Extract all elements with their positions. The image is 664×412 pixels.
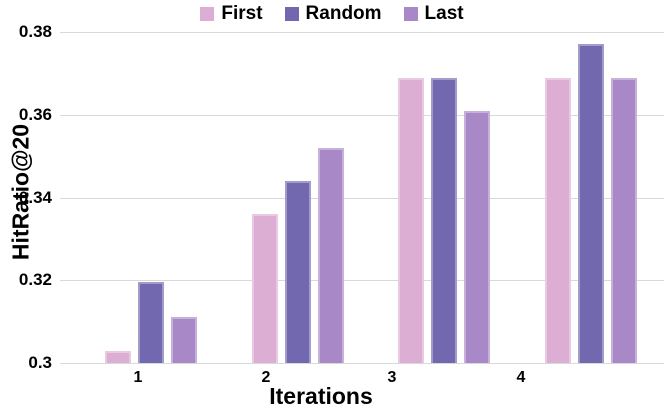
- x-tick-label: 3: [387, 369, 397, 386]
- x-tick-label: 1: [133, 369, 143, 386]
- x-tick-label: 2: [261, 369, 271, 386]
- bar-random-2: [285, 180, 311, 363]
- bar-last-4: [611, 77, 637, 363]
- legend: First Random Last: [0, 3, 664, 25]
- gridline: [60, 363, 664, 364]
- y-tick-label: 0.36: [18, 104, 52, 124]
- gridline: [60, 197, 664, 199]
- bar-first-2: [252, 214, 278, 363]
- legend-item-random: Random: [284, 3, 382, 25]
- legend-item-last: Last: [403, 3, 464, 25]
- y-tick-label: 0.34: [18, 187, 52, 207]
- bar-first-4: [545, 77, 571, 363]
- y-tick-label: 0.38: [18, 22, 52, 41]
- legend-label: Last: [424, 3, 464, 24]
- bar-last-1: [171, 317, 197, 363]
- bar-last-2: [318, 147, 344, 363]
- x-tick-label: 4: [516, 369, 526, 386]
- legend-item-first: First: [200, 3, 263, 25]
- gridline: [60, 32, 664, 33]
- y-tick-label: 0.3: [28, 353, 52, 372]
- legend-swatch-first: [200, 7, 215, 21]
- bar-first-3: [398, 77, 424, 363]
- bar-last-3: [464, 110, 490, 363]
- x-axis-title: Iterations: [269, 383, 373, 409]
- legend-label: First: [221, 3, 263, 24]
- legend-swatch-random: [284, 7, 299, 21]
- bar-random-3: [431, 77, 457, 363]
- bar-first-1: [105, 350, 131, 363]
- gridline: [60, 280, 664, 282]
- bar-random-4: [578, 44, 604, 363]
- legend-label: Random: [305, 3, 382, 24]
- legend-swatch-last: [403, 7, 418, 21]
- gridline: [60, 114, 664, 116]
- y-tick-label: 0.32: [18, 270, 52, 290]
- bar-random-1: [138, 282, 164, 363]
